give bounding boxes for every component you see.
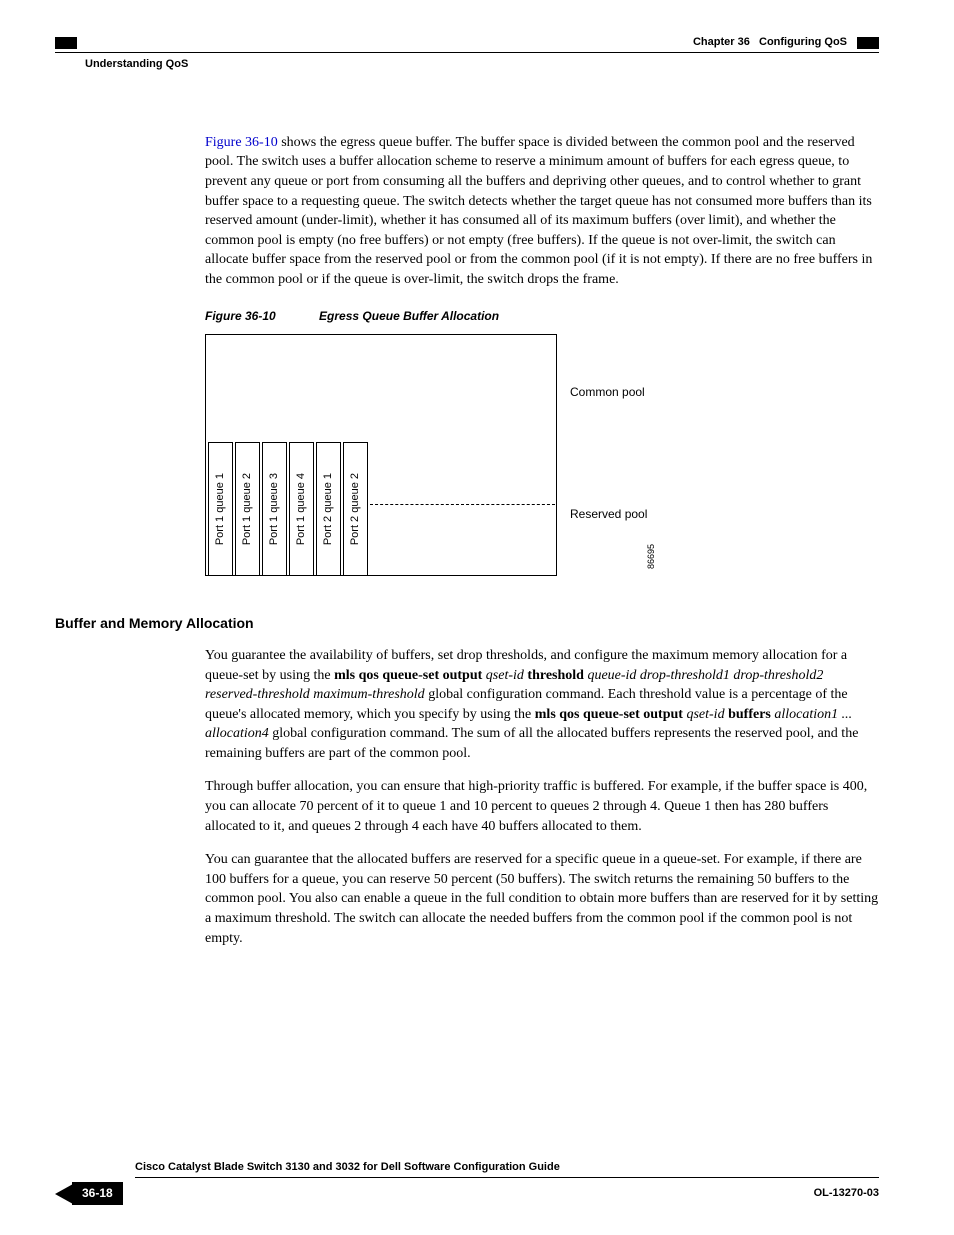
reserved-pool-label: Reserved pool	[570, 506, 647, 523]
queue-label: Port 2 queue 1	[321, 473, 336, 545]
reserved-dash-line	[370, 504, 555, 505]
queue-label: Port 1 queue 4	[294, 473, 309, 545]
header-marker-left	[55, 37, 77, 49]
figure-diagram: Port 1 queue 1 Port 1 queue 2 Port 1 que…	[205, 334, 879, 584]
paragraph-intro: Figure 36-10 shows the egress queue buff…	[205, 133, 879, 290]
queue-label: Port 2 queue 2	[348, 473, 363, 545]
figure-title: Egress Queue Buffer Allocation	[319, 309, 499, 323]
queue-col: Port 1 queue 3	[262, 442, 287, 576]
paragraph-4: You can guarantee that the allocated buf…	[205, 850, 879, 948]
footer-doc-number: OL-13270-03	[814, 1186, 879, 1201]
footer-page-number: 36-18	[72, 1182, 123, 1205]
queue-col: Port 1 queue 2	[235, 442, 260, 576]
queue-col: Port 1 queue 4	[289, 442, 314, 576]
footer-doc-title: Cisco Catalyst Blade Switch 3130 and 303…	[135, 1160, 879, 1178]
paragraph-3: Through buffer allocation, you can ensur…	[205, 777, 879, 836]
figure-link[interactable]: Figure 36-10	[205, 135, 278, 150]
queue-col: Port 1 queue 1	[208, 442, 233, 576]
queue-col: Port 2 queue 1	[316, 442, 341, 576]
p2-i3: qset-id	[683, 707, 728, 722]
paragraph-2: You guarantee the availability of buffer…	[205, 646, 879, 764]
p2-i1: qset-id	[482, 668, 527, 683]
chapter-title: Configuring QoS	[759, 35, 847, 50]
chapter-number: Chapter 36	[693, 35, 750, 50]
para1-text: shows the egress queue buffer. The buffe…	[205, 135, 872, 287]
queue-label: Port 1 queue 1	[213, 473, 228, 545]
page-footer: Cisco Catalyst Blade Switch 3130 and 303…	[55, 1160, 879, 1205]
figure-code: 86695	[645, 544, 658, 569]
footer-triangle-icon	[55, 1184, 73, 1204]
header-marker-right	[857, 37, 879, 49]
p2-b3: mls qos queue-set output	[535, 707, 683, 722]
p2-b1: mls qos queue-set output	[334, 668, 482, 683]
queue-label: Port 1 queue 2	[240, 473, 255, 545]
header-rule	[55, 52, 879, 53]
common-pool-label: Common pool	[570, 384, 645, 401]
queue-label: Port 1 queue 3	[267, 473, 282, 545]
p2-b2: threshold	[527, 668, 584, 683]
p2-t3: global configuration command. The sum of…	[205, 726, 858, 761]
p2-b4: buffers	[728, 707, 771, 722]
queue-col: Port 2 queue 2	[343, 442, 368, 576]
figure-caption: Figure 36-10 Egress Queue Buffer Allocat…	[205, 308, 879, 325]
figure-number: Figure 36-10	[205, 309, 276, 323]
section-heading: Understanding QoS	[85, 57, 879, 72]
subsection-heading: Buffer and Memory Allocation	[55, 614, 879, 634]
page-header: Chapter 36 Configuring QoS	[55, 35, 879, 50]
